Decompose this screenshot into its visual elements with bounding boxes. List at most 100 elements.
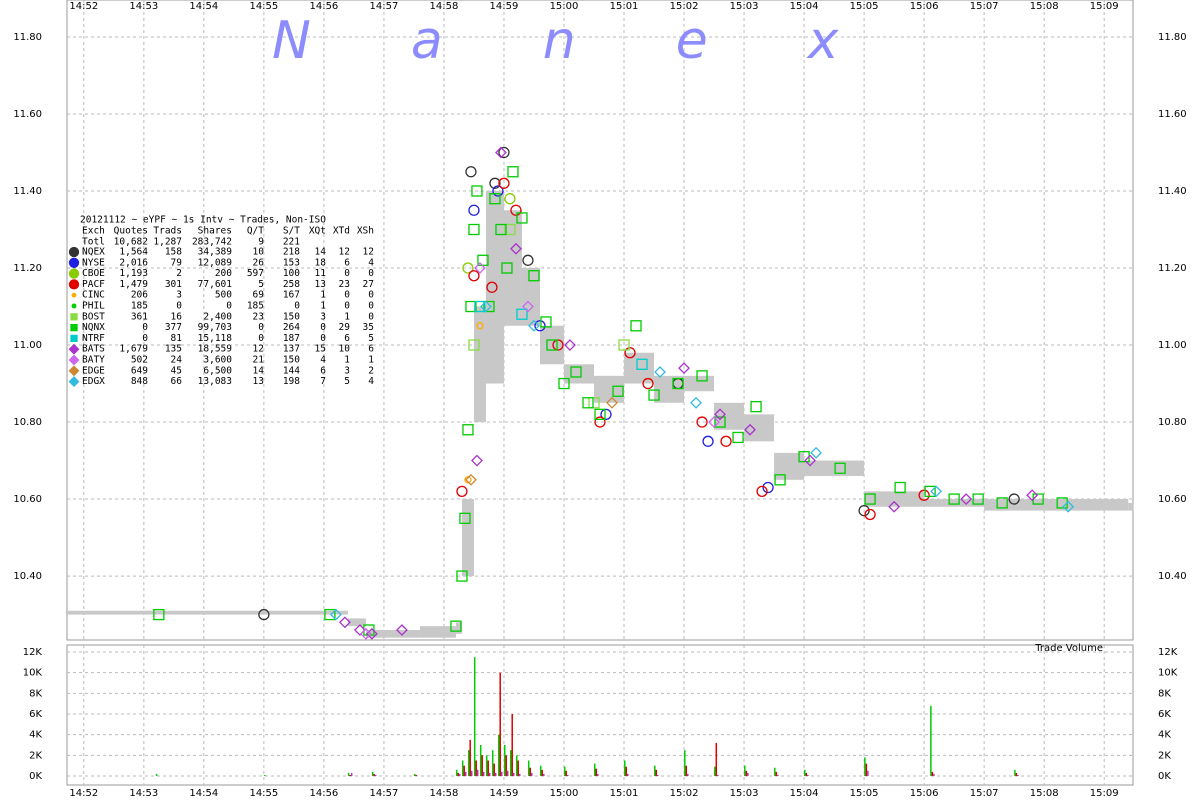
- x-tick-label: 15:02: [670, 1, 699, 12]
- marker: [810, 446, 823, 459]
- y-tick-label: 11.60: [13, 109, 42, 120]
- quote-band: [65, 610, 324, 615]
- quote-band: [503, 210, 522, 326]
- volume-bar: [715, 742, 718, 776]
- volume-bar: [539, 765, 542, 776]
- marker: [714, 416, 726, 428]
- y-tick-label-right: 10K: [1158, 668, 1178, 679]
- marker: [476, 322, 484, 330]
- volume-bar: [774, 767, 776, 776]
- volume-bar: [595, 768, 597, 776]
- marker: [588, 397, 600, 409]
- quote-band: [924, 499, 985, 507]
- table-header: Trads: [153, 226, 182, 237]
- marker: [507, 166, 519, 178]
- table-cell: 137: [283, 344, 300, 355]
- y-tick-label: 11.40: [13, 186, 42, 197]
- quote-band: [1044, 499, 1129, 511]
- table-cell: 10,682: [114, 237, 148, 248]
- x-tick-label: 15:05: [850, 788, 879, 799]
- marker: [480, 300, 492, 313]
- table-cell: 29: [339, 322, 351, 333]
- table-cell: 23: [253, 311, 264, 322]
- x-tick-label: 15:06: [910, 788, 939, 799]
- x-tick-label: 15:02: [670, 788, 699, 799]
- volume-bar: [655, 769, 658, 776]
- table-header: Q/T: [247, 226, 264, 237]
- table-cell: 12: [339, 247, 350, 258]
- x-tick-label: 15:08: [1030, 788, 1059, 799]
- x-tick-label: 15:05: [850, 1, 879, 12]
- volume-bar: [467, 750, 470, 776]
- volume-bar: [464, 771, 467, 776]
- marker: [501, 262, 513, 274]
- volume-bar: [475, 760, 477, 776]
- table-cell: 100: [283, 268, 300, 279]
- table-cell: 1: [368, 355, 374, 366]
- table-cell: 35: [363, 322, 374, 333]
- volume-bar: [1015, 772, 1018, 776]
- quote-band: [461, 499, 474, 577]
- marker: [930, 485, 943, 498]
- volume-bar: [461, 760, 464, 776]
- legend-marker: [71, 292, 77, 298]
- quote-band: [984, 499, 1045, 511]
- table-cell: 361: [131, 311, 148, 322]
- x-tick-label: 15:09: [1090, 1, 1119, 12]
- table-cell: 3,600: [203, 355, 232, 366]
- table-cell: 135: [165, 344, 182, 355]
- table-cell: 1,564: [119, 247, 148, 258]
- table-cell: 6: [368, 344, 374, 355]
- watermark: Nanex: [272, 11, 939, 71]
- marker: [708, 416, 720, 428]
- marker: [1008, 493, 1020, 505]
- marker: [612, 385, 624, 397]
- volume-title: Trade Volume: [1034, 643, 1103, 654]
- table-cell: 6: [344, 257, 350, 268]
- table-cell: 206: [131, 290, 148, 301]
- volume-bar: [930, 705, 932, 776]
- table-cell: 13: [253, 376, 264, 387]
- volume-bar: [487, 760, 489, 776]
- marker: [894, 481, 906, 494]
- volume-bar: [563, 766, 566, 776]
- volume-bar: [469, 739, 471, 776]
- marker: [465, 473, 477, 486]
- volume-bar: [865, 763, 868, 776]
- volume-bar: [627, 773, 629, 776]
- volume-bar: [530, 772, 533, 776]
- volume-bar: [509, 750, 512, 776]
- table-cell: 0: [368, 290, 374, 301]
- table-cell: 66: [171, 376, 183, 387]
- table-cell: 15,118: [198, 333, 233, 344]
- x-tick-label: 14:57: [370, 788, 399, 799]
- marker: [696, 370, 708, 382]
- marker: [396, 624, 408, 636]
- marker: [654, 366, 666, 378]
- x-tick-label: 15:03: [730, 1, 759, 12]
- marker: [483, 300, 495, 313]
- table-cell: 1,679: [119, 344, 148, 355]
- table-cell: 264: [283, 322, 300, 333]
- table-cell: 0: [368, 311, 374, 322]
- table-cell: 167: [283, 290, 300, 301]
- marker: [498, 146, 510, 159]
- marker: [582, 397, 594, 409]
- table-cell: 0: [344, 301, 350, 312]
- volume-bar: [625, 766, 628, 776]
- marker: [465, 300, 477, 313]
- quote-band: [894, 491, 925, 507]
- volume-bar: [1014, 769, 1016, 776]
- marker: [258, 608, 270, 621]
- legend-marker: [70, 334, 78, 343]
- volume-bar: [371, 771, 374, 776]
- marker: [534, 320, 546, 332]
- table-cell: 158: [165, 247, 182, 258]
- y-tick-label: 2K: [29, 750, 42, 761]
- legend-marker: [71, 303, 77, 309]
- y-tick-label-right: 11.60: [1158, 109, 1187, 120]
- quote-band: [521, 268, 540, 326]
- quote-band: [834, 460, 865, 476]
- x-tick-label: 14:53: [129, 788, 158, 799]
- x-tick-label: 14:59: [490, 788, 519, 799]
